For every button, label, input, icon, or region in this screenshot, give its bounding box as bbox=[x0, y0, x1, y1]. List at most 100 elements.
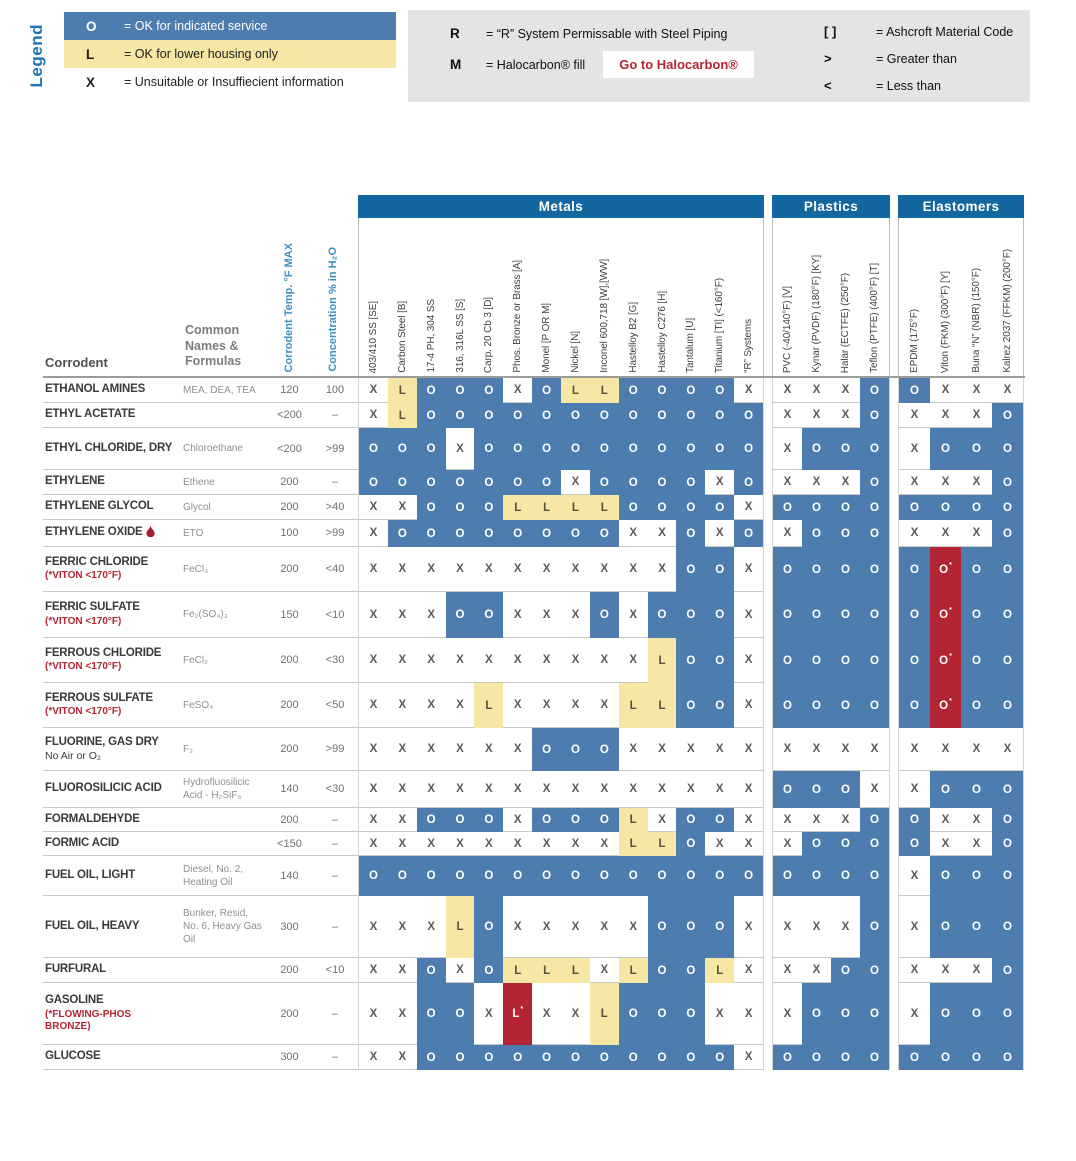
compat-cell: X bbox=[961, 403, 992, 428]
compat-cell: O bbox=[618, 495, 648, 520]
compat-cell: O bbox=[416, 808, 446, 832]
compat-cell: X bbox=[860, 771, 889, 808]
go-to-halocarbon-link[interactable]: Go to Halocarbon® bbox=[603, 51, 754, 78]
compat-cell: L bbox=[445, 896, 475, 958]
compat-cell: O bbox=[705, 808, 735, 832]
compat-cell: X bbox=[474, 728, 504, 771]
common-name-cell: Bunker, Resid, No. 6, Heavy Gas Oil bbox=[183, 896, 267, 958]
compat-cell: X bbox=[589, 832, 619, 856]
column-group-elastomers: Elastomers EPDM (175°F) Viton (FKM) (300°F… bbox=[898, 195, 1024, 378]
compat-cell: O bbox=[359, 470, 388, 495]
compat-cell: X bbox=[561, 592, 590, 638]
compat-cell: X bbox=[387, 592, 417, 638]
compat-cell: O bbox=[734, 856, 764, 896]
material-column-label: Viton (FKM) (300°F) [Y] bbox=[940, 270, 951, 373]
compat-cell: O bbox=[705, 896, 735, 958]
compat-cell: O bbox=[589, 403, 619, 428]
compat-cell: X bbox=[992, 378, 1023, 403]
compat-cell: X bbox=[561, 832, 590, 856]
column-group-metals: Metals 403/410 SS [SE] Carbon Steel [B] 17-… bbox=[358, 195, 764, 378]
compat-cell: X bbox=[359, 896, 388, 958]
material-column-header: Tantalum [U] bbox=[676, 218, 705, 378]
compat-cell: O bbox=[831, 832, 860, 856]
compat-cell: X bbox=[802, 403, 831, 428]
corrodent-name-line: FURFURAL bbox=[45, 963, 181, 976]
compat-cell: X bbox=[359, 403, 388, 428]
compat-cell: X bbox=[618, 728, 648, 771]
compat-cell: X bbox=[532, 832, 562, 856]
compat-cell: X bbox=[387, 896, 417, 958]
compat-cell: O bbox=[773, 1045, 802, 1070]
compat-cell: O bbox=[831, 495, 860, 520]
compat-cell: X bbox=[930, 808, 961, 832]
legend-description: = “R” System Permissable with Steel Pipi… bbox=[486, 26, 728, 41]
common-name-cell: Fe₂(SO₄)₃ bbox=[183, 592, 267, 638]
corrodent-name: FERROUS SULFATE bbox=[45, 691, 153, 704]
compat-cell: O bbox=[589, 728, 619, 771]
compat-cell: O bbox=[773, 592, 802, 638]
compat-cell: X bbox=[773, 832, 802, 856]
material-column-label: Carbon Steel [B] bbox=[396, 301, 408, 373]
material-column-header: 17-4 PH, 304 SS bbox=[417, 218, 446, 378]
compat-cell: X bbox=[503, 896, 533, 958]
material-column-header: Buna “N” (NBR) (150°F) bbox=[961, 218, 992, 378]
compat-cell: O bbox=[676, 520, 706, 547]
compat-cell: O bbox=[992, 856, 1023, 896]
compat-cell: O bbox=[860, 470, 889, 495]
compat-cell: O bbox=[445, 1045, 475, 1070]
compat-cell: X bbox=[773, 520, 802, 547]
compat-cell: X bbox=[773, 428, 802, 470]
compat-cell: L bbox=[705, 958, 735, 983]
compat-cell: X bbox=[899, 896, 930, 958]
compat-cell: X bbox=[474, 771, 504, 808]
compat-cell: O bbox=[647, 495, 677, 520]
compat-cell: O bbox=[474, 520, 504, 547]
compat-cell: X bbox=[589, 547, 619, 592]
compat-cell: O bbox=[831, 683, 860, 728]
compat-cell: X bbox=[503, 832, 533, 856]
compat-cell: X bbox=[705, 771, 735, 808]
compat-cell: X bbox=[532, 547, 562, 592]
group-title: Metals bbox=[358, 195, 764, 218]
compat-cell: O bbox=[445, 983, 475, 1045]
corrodent-name-line: FERROUS CHLORIDE bbox=[45, 647, 181, 660]
compat-cell: O bbox=[532, 808, 562, 832]
compat-cell: O bbox=[474, 958, 504, 983]
corrodent-name-cell: ETHYL CHLORIDE, DRY bbox=[43, 428, 183, 470]
compat-cell: X bbox=[359, 683, 388, 728]
compat-cell: O bbox=[961, 896, 992, 958]
compat-cell: X bbox=[705, 470, 735, 495]
compat-cell: O bbox=[532, 856, 562, 896]
temp-cell: 150 bbox=[267, 592, 312, 638]
compat-cell: X bbox=[930, 520, 961, 547]
rating-section: X X O O X L * X X L O O O X X bbox=[358, 983, 764, 1045]
compat-cell: O bbox=[416, 520, 446, 547]
corrodent-red-note: (*VITON <170°F) bbox=[45, 570, 122, 582]
compat-cell: O bbox=[387, 470, 417, 495]
group-columns: 403/410 SS [SE] Carbon Steel [B] 17-4 PH, … bbox=[358, 218, 764, 378]
concentration-cell: – bbox=[312, 832, 358, 856]
compat-cell: O bbox=[705, 403, 735, 428]
material-column-header: PVC (-40/140°F) [V] bbox=[773, 218, 802, 378]
compat-cell: O bbox=[676, 832, 706, 856]
compat-cell: O bbox=[676, 856, 706, 896]
compat-cell: L bbox=[532, 958, 562, 983]
column-group-plastics: Plastics PVC (-40/140°F) [V] Kynar (PVDF) … bbox=[772, 195, 890, 378]
common-name-cell bbox=[183, 1045, 267, 1070]
corrodent-name-cell: ETHYLENE bbox=[43, 470, 183, 495]
compat-cell: O bbox=[647, 856, 677, 896]
corrodent-red-note: (*FLOWING-PHOS BRONZE) bbox=[45, 1008, 132, 1032]
compat-cell: O bbox=[561, 403, 590, 428]
compat-cell: X bbox=[831, 403, 860, 428]
compat-cell: O bbox=[705, 683, 735, 728]
compat-cell: O bbox=[445, 520, 475, 547]
material-column-header: 403/410 SS [SE] bbox=[359, 218, 388, 378]
material-column-label: Teflon (PTFE) (400°F) [T] bbox=[869, 263, 880, 373]
compat-cell: O bbox=[773, 638, 802, 683]
compat-cell: O bbox=[802, 983, 831, 1045]
